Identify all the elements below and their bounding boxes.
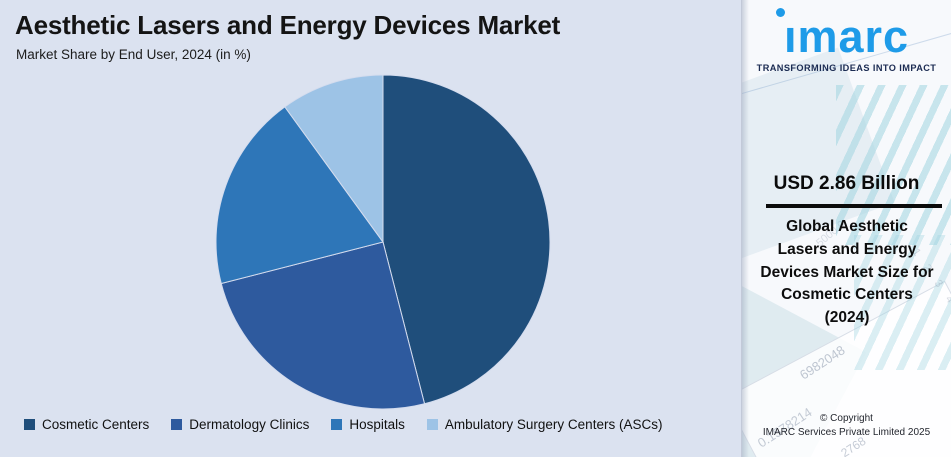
stat-divider <box>766 204 942 208</box>
legend-swatch-icon <box>171 419 183 430</box>
copyright-notice: © Copyright IMARC Services Private Limit… <box>762 413 931 438</box>
sidebar-content: ımarc TRANSFORMING IDEAS INTO IMPACT USD… <box>742 0 951 457</box>
legend-swatch-icon <box>24 419 35 430</box>
legend-label: Dermatology Clinics <box>189 417 310 432</box>
pie-slice-0 <box>382 74 551 405</box>
sidebar: 6982048 0.1578214 2768 5000.0 1 2 3 4 ım… <box>741 0 951 457</box>
legend-label: Cosmetic Centers <box>42 417 150 432</box>
market-size-caption: Global Aesthetic Lasers and Energy Devic… <box>760 218 934 327</box>
logo-dot-icon <box>776 8 785 17</box>
legend-item-hospitals: Hospitals <box>331 417 405 432</box>
legend-label: Hospitals <box>349 417 405 432</box>
imarc-logo: ımarc TRANSFORMING IDEAS INTO IMPACT <box>742 8 951 73</box>
legend-swatch-icon <box>426 419 438 430</box>
legend-label: Ambulatory Surgery Centers (ASCs) <box>444 417 663 432</box>
chart-panel: Aesthetic Lasers and Energy Devices Mark… <box>15 10 662 432</box>
pie-slice-2 <box>215 106 384 285</box>
pie-chart <box>215 74 551 410</box>
market-size-value: USD 2.86 Billion <box>773 173 920 194</box>
sidebar-edge-shadow <box>742 0 749 457</box>
legend-item-ascs: Ambulatory Surgery Centers (ASCs) <box>426 417 663 432</box>
logo-text: ımarc <box>783 11 910 62</box>
logo-tagline: TRANSFORMING IDEAS INTO IMPACT <box>756 63 937 73</box>
chart-title: Aesthetic Lasers and Energy Devices Mark… <box>15 10 561 40</box>
legend-item-dermatology-clinics: Dermatology Clinics <box>171 417 309 432</box>
legend: Cosmetic Centers Dermatology Clinics Hos… <box>24 417 662 432</box>
pie-slice-3 <box>284 74 384 244</box>
legend-swatch-icon <box>331 419 343 430</box>
pie-slice-1 <box>220 241 426 410</box>
chart-subtitle: Market Share by End User, 2024 (in %) <box>16 47 251 62</box>
legend-item-cosmetic-centers: Cosmetic Centers <box>24 417 149 432</box>
